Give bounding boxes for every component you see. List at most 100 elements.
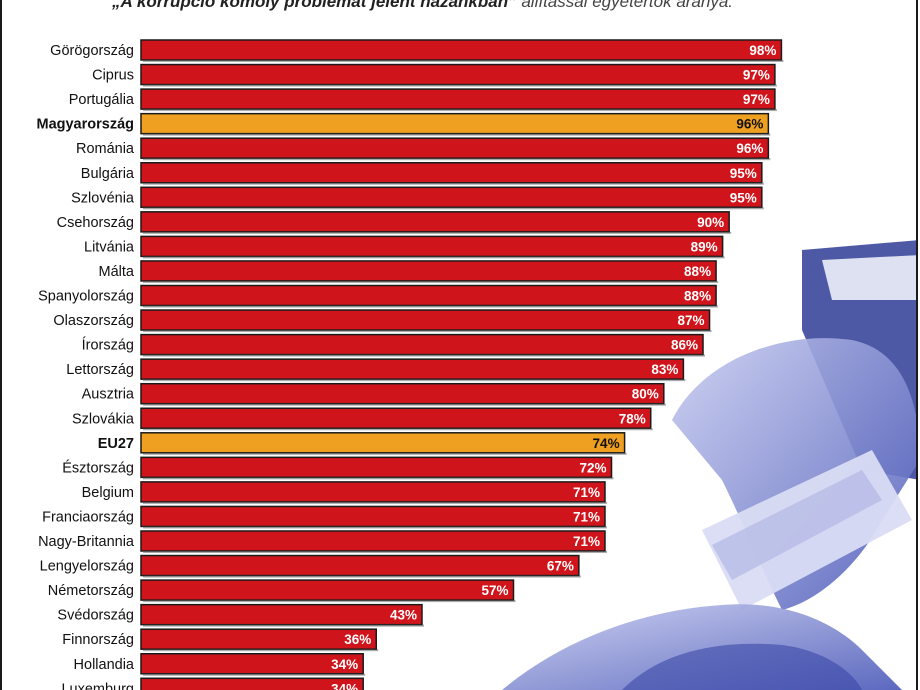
- category-label-portugalia: Portugália: [69, 92, 135, 108]
- category-label-luxemburg: Luxemburg: [61, 681, 134, 690]
- category-label-nagy-britannia: Nagy-Britannia: [38, 534, 135, 550]
- value-label-bulgaria: 95%: [730, 166, 757, 181]
- bar-shadow-csehorszag: [143, 231, 732, 234]
- value-label-magyarorszag: 96%: [736, 117, 763, 132]
- category-label-szlovakia: Szlovákia: [72, 411, 135, 427]
- bar-ciprus: [140, 63, 776, 86]
- value-label-csehorszag: 90%: [697, 215, 724, 230]
- category-label-esztorszag: Észtország: [62, 459, 134, 476]
- bar-magyarorszag: [140, 112, 770, 135]
- bar-shadow-svedorszag: [143, 624, 425, 627]
- category-label-magyarorszag: Magyarország: [36, 117, 134, 133]
- value-label-gorogorszag: 98%: [749, 43, 776, 58]
- value-label-nemetorszag: 57%: [481, 583, 508, 598]
- value-label-szlovenia: 95%: [730, 190, 757, 205]
- bar-shadow-ciprus: [143, 84, 777, 87]
- bar-shadow-finnorszag: [143, 649, 379, 652]
- value-label-spanyolorszag: 88%: [684, 289, 711, 304]
- bar-shadow-irorszag: [143, 354, 706, 357]
- bar-shadow-esztorszag: [143, 477, 614, 480]
- bar-shadow-nemetorszag: [143, 600, 516, 603]
- category-label-ausztria: Ausztria: [82, 387, 135, 403]
- value-label-olaszorszag: 87%: [678, 313, 705, 328]
- category-label-spanyolorszag: Spanyolország: [38, 289, 134, 305]
- value-label-svedorszag: 43%: [390, 608, 417, 623]
- category-label-litvania: Litvánia: [84, 239, 135, 255]
- bar-portugalia: [140, 88, 776, 110]
- category-label-belgium: Belgium: [82, 485, 134, 501]
- bar-irorszag: [140, 333, 704, 356]
- value-label-nagy-britannia: 71%: [573, 534, 600, 549]
- bar-hollandia: [140, 653, 364, 675]
- bar-nagy-britannia: [140, 530, 606, 552]
- bar-shadow-lengyelorszag: [143, 575, 581, 578]
- value-label-irorszag: 86%: [671, 338, 698, 353]
- bar-csehorszag: [140, 211, 730, 233]
- category-label-lettorszag: Lettország: [66, 362, 134, 378]
- bar-shadow-nagy-britannia: [143, 551, 607, 553]
- value-label-ausztria: 80%: [632, 387, 659, 402]
- bar-shadow-portugalia: [143, 109, 777, 112]
- bar-shadow-magyarorszag: [143, 133, 771, 136]
- value-label-lengyelorszag: 67%: [547, 559, 574, 574]
- bar-gorogorszag: [140, 39, 783, 61]
- bar-szlovakia: [140, 407, 652, 429]
- category-label-lengyelorszag: Lengyelország: [40, 559, 134, 575]
- bar-nemetorszag: [140, 579, 515, 601]
- category-label-finnorszag: Finnország: [62, 632, 134, 648]
- bar-shadow-franciaorszag: [143, 526, 607, 529]
- bar-litvania: [140, 235, 724, 258]
- bar-finnorszag: [140, 628, 378, 650]
- value-label-esztorszag: 72%: [579, 460, 606, 475]
- value-labels: 98% 97% 97% 96% 96% 95% 95% 90% 89% 88% 88% 87% 86% 8…: [331, 43, 776, 690]
- bar-romania: [140, 137, 770, 159]
- bar-shadow-malta: [143, 280, 719, 283]
- bar-eu27: [140, 432, 626, 454]
- bar-shadow-eu27: [143, 452, 627, 455]
- bar-shadow-gorogorszag: [143, 60, 784, 62]
- bars-layer: [140, 39, 784, 690]
- category-label-nemetorszag: Németország: [48, 583, 134, 599]
- category-label-eu27: EU27: [98, 436, 134, 452]
- bar-lengyelorszag: [140, 554, 580, 577]
- value-label-hollandia: 34%: [331, 657, 358, 672]
- bar-svedorszag: [140, 603, 423, 626]
- value-label-luxemburg: 34%: [331, 681, 358, 690]
- bar-malta: [140, 260, 717, 282]
- bar-shadow-lettorszag: [143, 379, 686, 382]
- value-label-ciprus: 97%: [743, 68, 770, 83]
- value-label-romania: 96%: [736, 141, 763, 156]
- bar-shadow-szlovakia: [143, 428, 653, 431]
- value-label-eu27: 74%: [593, 436, 620, 451]
- value-label-franciaorszag: 71%: [573, 509, 600, 524]
- category-label-gorogorszag: Görögország: [50, 43, 134, 59]
- bar-ausztria: [140, 382, 665, 405]
- category-label-irorszag: Írország: [82, 337, 134, 354]
- value-label-szlovakia: 78%: [619, 411, 646, 426]
- category-label-romania: Románia: [76, 141, 135, 157]
- bar-shadow-belgium: [143, 501, 607, 504]
- bar-bulgaria: [140, 162, 763, 184]
- headline-quote: „A korrupció komoly problémát jelent haz…: [112, 0, 517, 11]
- category-labels: Görögország Ciprus Portugália Magyarország R…: [36, 43, 134, 690]
- bar-esztorszag: [140, 456, 613, 479]
- category-label-szlovenia: Szlovénia: [71, 190, 135, 206]
- category-label-franciaorszag: Franciaország: [42, 509, 134, 525]
- bar-szlovenia: [140, 186, 763, 209]
- bar-belgium: [140, 481, 606, 503]
- handshake-money-illustration: [502, 240, 916, 690]
- category-label-hollandia: Hollandia: [74, 657, 135, 673]
- category-label-olaszorszag: Olaszország: [53, 313, 134, 329]
- chart-headline: „A korrupció komoly problémát jelent haz…: [112, 0, 892, 16]
- bar-shadow-hollandia: [143, 673, 366, 676]
- category-label-malta: Málta: [99, 264, 135, 280]
- category-label-bulgaria: Bulgária: [81, 166, 135, 182]
- category-label-csehorszag: Csehország: [57, 215, 134, 231]
- bar-franciaorszag: [140, 505, 606, 528]
- bar-shadow-litvania: [143, 256, 725, 259]
- value-label-lettorszag: 83%: [651, 362, 678, 377]
- value-label-finnorszag: 36%: [344, 632, 371, 647]
- value-label-belgium: 71%: [573, 485, 600, 500]
